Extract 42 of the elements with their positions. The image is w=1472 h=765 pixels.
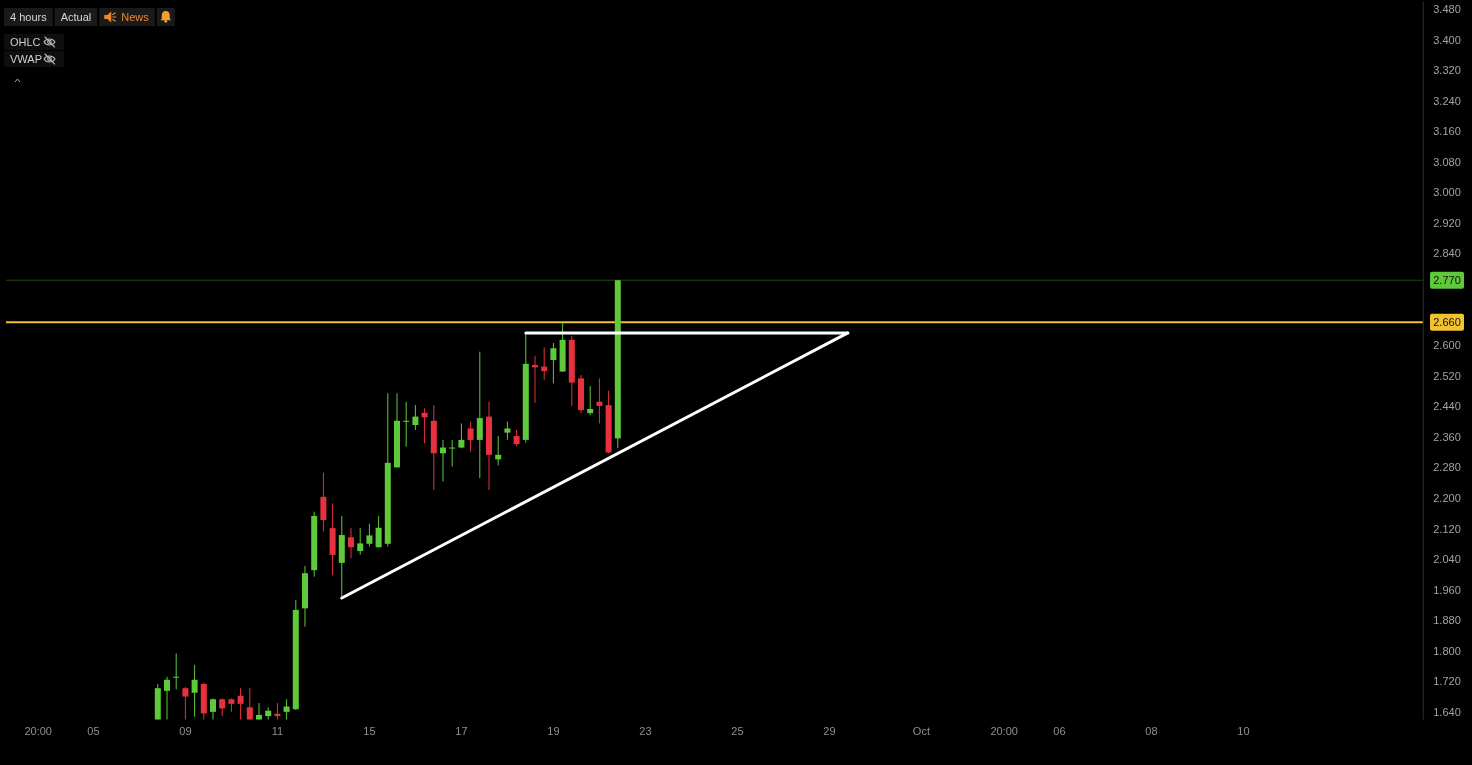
annotation: OHLC	[10, 36, 41, 48]
x-tick-label: 10	[1237, 725, 1250, 737]
y-tick-label: 1.880	[1433, 614, 1461, 627]
y-tick-label: 2.200	[1433, 491, 1461, 504]
y-tick-label: 2.600	[1433, 339, 1461, 352]
y-tick-label: 3.000	[1433, 186, 1461, 199]
x-tick-label: 25	[731, 725, 744, 737]
y-tick-label: 1.720	[1433, 675, 1461, 688]
y-tick-label: 2.440	[1433, 400, 1461, 413]
x-tick-label: 17	[455, 725, 468, 737]
y-tick-label: 1.800	[1433, 644, 1461, 657]
y-tick-label: 3.400	[1433, 33, 1461, 46]
annotation: 4 hours	[10, 11, 48, 23]
y-tick-label: 2.920	[1433, 216, 1461, 229]
x-tick-label: 20:00	[990, 725, 1018, 737]
y-tick-label: 3.240	[1433, 94, 1461, 107]
y-tick-label: 3.080	[1433, 155, 1461, 168]
y-tick-label: 2.280	[1433, 461, 1461, 474]
x-tick-label: 29	[823, 725, 836, 737]
x-tick-label: 19	[547, 725, 560, 737]
annotation: VWAP	[10, 53, 42, 65]
x-tick-label: 08	[1145, 725, 1158, 737]
x-tick-label: 20:00	[24, 725, 52, 737]
y-tick-label: 3.480	[1433, 3, 1461, 16]
x-tick-label: 15	[363, 725, 376, 737]
x-tick-label: 06	[1053, 725, 1066, 737]
y-tick-label: 3.160	[1433, 125, 1461, 138]
annotation: News	[121, 11, 150, 23]
x-tick-label: Oct	[912, 725, 930, 737]
y-tick-label: 2.040	[1433, 553, 1461, 566]
x-tick-label: 05	[87, 725, 100, 737]
x-tick-label: 09	[179, 725, 192, 737]
y-tick-label: 2.840	[1433, 247, 1461, 260]
annotation: Actual	[60, 11, 92, 23]
y-tick-label: 2.520	[1433, 369, 1461, 382]
y-tick-label: 1.640	[1433, 705, 1461, 718]
x-tick-label: 23	[639, 725, 652, 737]
y-tick-label: 1.960	[1433, 583, 1461, 596]
y-tick-label: 2.360	[1433, 430, 1461, 443]
y-tick-label: 3.320	[1433, 64, 1461, 77]
y-tick-label: 2.120	[1433, 522, 1461, 535]
x-tick-label: 11	[271, 725, 284, 737]
